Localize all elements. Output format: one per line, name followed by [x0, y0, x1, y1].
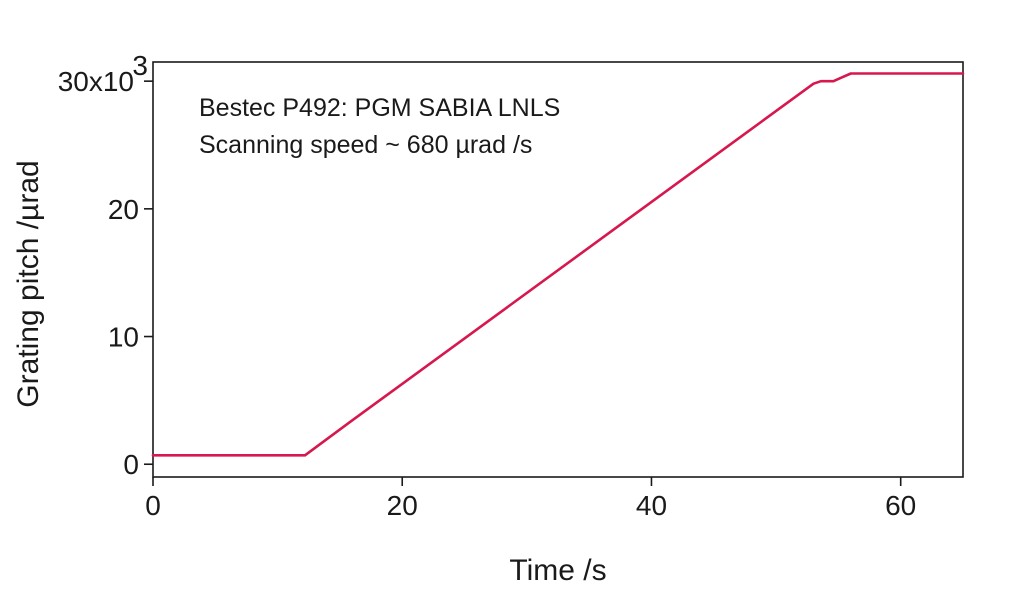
- y-axis-label: Grating pitch /µrad: [12, 160, 45, 407]
- series-line-1: [151, 72, 965, 457]
- y-tick-label: 10: [108, 322, 139, 353]
- x-tick-label: 60: [885, 490, 916, 521]
- y-tick-label: 20: [108, 194, 139, 225]
- data-series: [151, 72, 965, 457]
- x-axis-label: Time /s: [509, 554, 606, 587]
- y-tick-exponent: 3: [132, 50, 148, 81]
- annotation-line-2: Scanning speed ~ 680 µrad /s: [199, 131, 532, 159]
- x-tick-label: 20: [387, 490, 418, 521]
- x-tick-labels: 0 20 40 60: [145, 490, 916, 521]
- annotation-line-1: Bestec P492: PGM SABIA LNLS: [199, 94, 560, 122]
- y-tick-label: 30x10: [58, 66, 134, 97]
- x-tick-label: 40: [636, 490, 667, 521]
- tick-marks: [144, 80, 902, 486]
- x-tick-label: 0: [145, 490, 161, 521]
- plot-frame: [152, 61, 964, 478]
- y-tick-label: 0: [123, 449, 139, 480]
